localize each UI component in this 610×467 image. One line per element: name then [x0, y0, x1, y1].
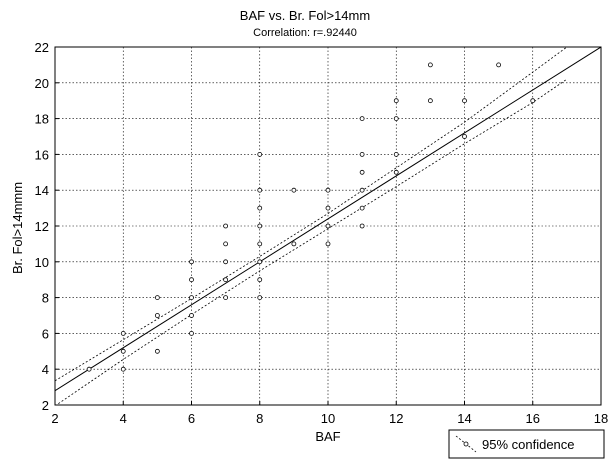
- data-point: [257, 205, 263, 211]
- y-tick-label: 10: [35, 255, 49, 270]
- data-point: [359, 151, 365, 157]
- data-point: [189, 313, 194, 318]
- data-point: [462, 98, 467, 104]
- x-tick-label: 6: [188, 411, 195, 426]
- data-points: [86, 62, 536, 372]
- y-tick-label: 16: [35, 147, 49, 162]
- y-tick-label: 4: [42, 362, 49, 377]
- legend-entry-label: 95% confidence: [482, 437, 575, 452]
- y-tick-label: 18: [35, 112, 49, 127]
- data-point: [257, 277, 263, 283]
- x-tick-label: 14: [457, 411, 471, 426]
- data-point: [120, 330, 126, 336]
- data-point: [359, 187, 365, 193]
- data-point: [223, 277, 229, 283]
- x-tick-label: 2: [51, 411, 58, 426]
- confidence-band: [55, 47, 568, 405]
- y-tick-label: 14: [35, 183, 49, 198]
- data-point: [393, 151, 399, 157]
- data-point: [359, 223, 365, 229]
- data-point: [530, 98, 536, 104]
- data-point: [359, 169, 365, 175]
- data-point: [223, 223, 229, 229]
- chart-title: BAF vs. Br. Fol>14mm: [240, 8, 370, 23]
- data-point: [257, 223, 263, 229]
- data-point: [223, 241, 229, 247]
- data-point: [223, 295, 229, 301]
- y-axis-label: Br. Fol>14mmm: [10, 182, 25, 274]
- x-tick-label: 4: [120, 411, 127, 426]
- y-tick-label: 6: [42, 326, 49, 341]
- x-axis-label: BAF: [315, 429, 340, 444]
- legend-marker: [463, 441, 469, 447]
- data-point: [291, 241, 297, 247]
- data-point: [427, 98, 433, 104]
- legend: 95% confidence: [448, 429, 605, 459]
- confidence-line-lower: [55, 78, 568, 405]
- data-point: [257, 259, 263, 265]
- data-point: [86, 366, 92, 372]
- data-point: [359, 205, 365, 211]
- data-point: [189, 277, 194, 283]
- data-point: [257, 295, 263, 301]
- data-point: [257, 151, 263, 157]
- regression-line: [55, 47, 601, 392]
- data-point: [154, 313, 160, 318]
- x-tick-label: 10: [321, 411, 335, 426]
- x-axis-ticks: 2 4 6 8 10 12 14 16 18: [51, 401, 608, 426]
- y-tick-label: 12: [35, 219, 49, 234]
- y-tick-label: 22: [35, 40, 49, 55]
- data-point: [120, 366, 126, 372]
- data-point: [154, 348, 160, 354]
- y-axis-ticks: 2 4 6 8 10 12 14 16 18 20 22: [35, 40, 59, 413]
- data-point: [496, 62, 502, 68]
- data-point: [154, 295, 160, 301]
- data-point: [462, 134, 467, 139]
- data-point: [393, 169, 399, 175]
- x-tick-label: 12: [389, 411, 403, 426]
- data-point: [189, 259, 194, 265]
- data-point: [325, 223, 331, 229]
- y-tick-label: 2: [42, 398, 49, 413]
- data-point: [393, 116, 399, 121]
- data-point: [325, 205, 331, 211]
- y-tick-label: 8: [42, 291, 49, 306]
- chart-subtitle: Correlation: r=.92440: [253, 27, 357, 39]
- data-point: [325, 187, 331, 193]
- regression-layer: [55, 47, 601, 392]
- data-point: [427, 62, 433, 68]
- y-tick-label: 20: [35, 76, 49, 91]
- data-point: [393, 98, 399, 104]
- data-point: [257, 187, 263, 193]
- data-point: [189, 330, 194, 336]
- data-point: [189, 295, 194, 301]
- data-point: [223, 259, 229, 265]
- x-tick-label: 18: [594, 411, 608, 426]
- data-point: [257, 241, 263, 247]
- data-point: [120, 348, 126, 354]
- x-tick-label: 16: [526, 411, 540, 426]
- legend-box: [448, 429, 605, 459]
- x-tick-label: 8: [256, 411, 263, 426]
- data-point: [291, 187, 297, 193]
- data-point: [359, 116, 365, 121]
- data-point: [325, 241, 331, 247]
- confidence-line-upper: [55, 47, 568, 382]
